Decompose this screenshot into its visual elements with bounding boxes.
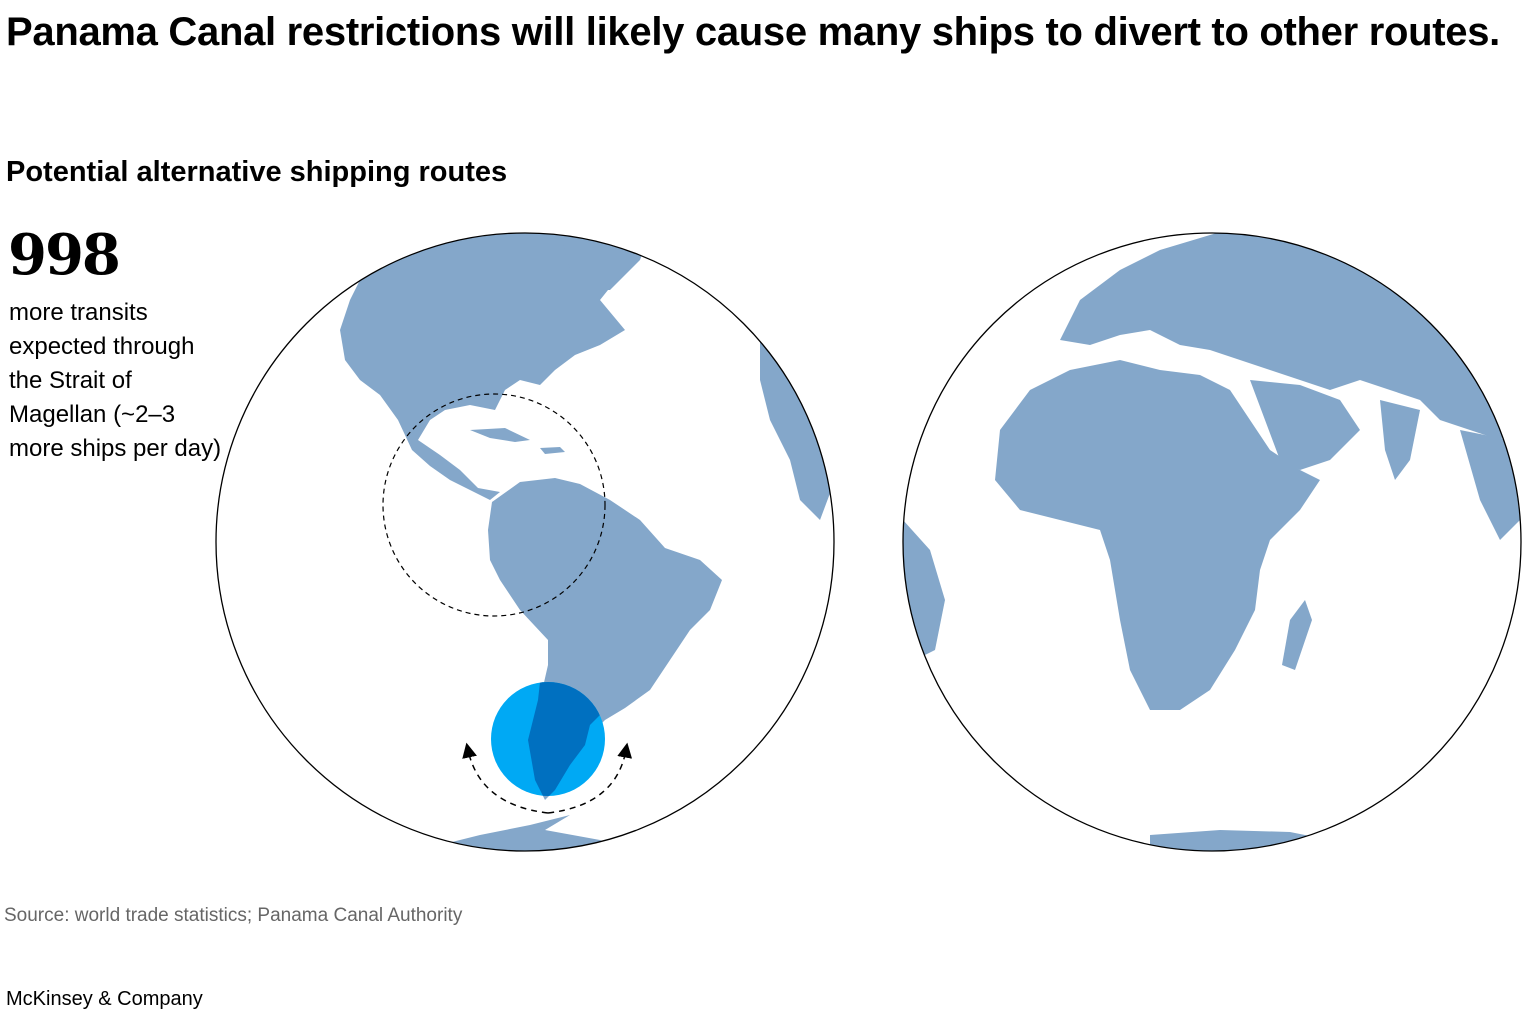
americas-globe xyxy=(215,232,835,852)
arabia-landmass xyxy=(1250,380,1360,470)
brand-logo: McKinsey & Company xyxy=(6,988,203,1010)
antarctica-landmass xyxy=(1150,830,1330,851)
route-arrow-west xyxy=(462,742,549,814)
source-note: Source: world trade statistics; Panama C… xyxy=(4,905,463,926)
madagascar-landmass xyxy=(1282,600,1312,670)
chart-subtitle: Potential alternative shipping routes xyxy=(6,156,508,188)
north-america-landmass xyxy=(300,233,640,500)
stat-description: more transits expected through the Strai… xyxy=(9,299,222,462)
cuba-landmass xyxy=(470,428,530,442)
stat-value: 998 xyxy=(8,222,121,288)
africa-landmass xyxy=(995,360,1320,710)
route-arrow-east xyxy=(547,742,633,814)
page-title: Panama Canal restrictions will likely ca… xyxy=(6,10,1500,54)
panama-canal-marker xyxy=(382,393,606,617)
europe-africa-globe xyxy=(902,232,1522,852)
